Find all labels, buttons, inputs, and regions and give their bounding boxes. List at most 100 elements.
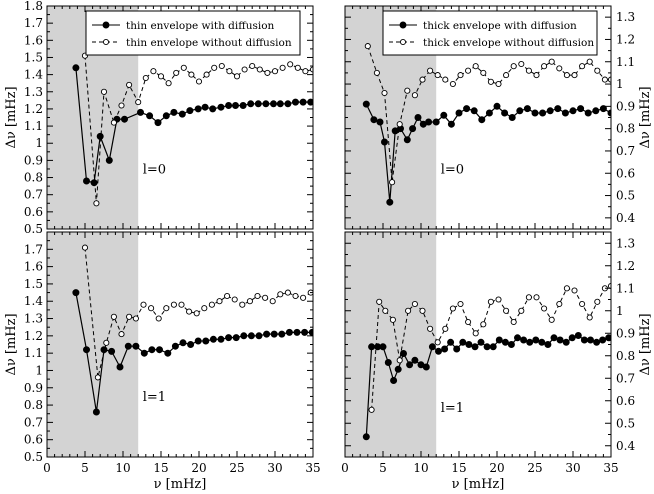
filled-marker [247, 100, 255, 108]
open-marker [518, 60, 525, 68]
filled-marker [587, 336, 594, 344]
legend-label: thick envelope with diffusion [423, 20, 577, 32]
filled-marker [285, 328, 293, 336]
legend: thin envelope with diffusion thin envelop… [85, 10, 301, 56]
open-marker [419, 307, 426, 314]
open-marker [364, 43, 371, 50]
open-marker [419, 76, 426, 83]
filled-marker [425, 118, 433, 126]
open-marker [142, 74, 149, 82]
filled-marker [299, 98, 307, 106]
open-marker [126, 313, 133, 320]
x-tick-label: 20 [489, 461, 504, 475]
open-marker [601, 76, 608, 83]
open-marker [292, 292, 299, 300]
filled-marker [186, 107, 194, 115]
filled-marker [441, 345, 449, 353]
x-axis-title: ν [mHz] [154, 477, 207, 492]
open-marker [607, 282, 611, 290]
open-marker [405, 307, 412, 314]
open-marker [472, 63, 479, 70]
filled-marker [599, 105, 607, 113]
open-marker [110, 313, 117, 320]
filled-marker [580, 336, 588, 344]
filled-marker [523, 105, 531, 113]
filled-marker [232, 334, 240, 342]
x-tick-label: 25 [229, 461, 244, 475]
open-marker [269, 298, 276, 305]
filled-marker [370, 116, 378, 124]
filled-marker [483, 343, 491, 351]
y-tick-label: 0.8 [616, 349, 635, 363]
y-tick-label: 0.4 [616, 439, 635, 453]
open-marker [294, 64, 301, 71]
open-marker [135, 99, 142, 106]
y-tick-label: 0.9 [616, 99, 635, 113]
open-marker [579, 300, 586, 308]
y-tick-label: 0.6 [616, 394, 635, 408]
x-tick-label: 5 [379, 461, 387, 475]
open-marker [480, 321, 487, 328]
open-marker [208, 301, 215, 308]
panel-top-left: 0.5 0.6 0.7 0.8 0.9 1 1.1 1.2 1.3 1.4 1.5 1.6 1.7 1.8… [4, 0, 314, 236]
y-tick-label: 1.5 [24, 277, 43, 291]
open-marker [233, 73, 241, 80]
open-marker [157, 73, 165, 80]
legend-box [382, 10, 598, 56]
open-marker [541, 305, 548, 312]
open-marker [503, 307, 510, 314]
y-tick-label: 0.5 [24, 222, 43, 236]
x-tick-label: 30 [565, 461, 580, 475]
filled-marker [225, 334, 233, 342]
filled-marker [607, 109, 611, 117]
open-marker [427, 325, 434, 332]
filled-marker [569, 107, 577, 115]
filled-marker [209, 105, 217, 113]
open-marker [262, 294, 269, 301]
y-tick-label: 0.4 [616, 211, 635, 225]
filled-marker [411, 356, 419, 364]
filled-marker [240, 332, 248, 340]
y-tick-label: 1 [616, 77, 624, 91]
filled-marker [471, 343, 479, 351]
y-tick-label: 1.8 [24, 0, 43, 13]
y-tick-label: 0.7 [24, 415, 43, 429]
filled-marker [284, 100, 292, 108]
open-marker [140, 301, 147, 308]
filled-marker [516, 107, 524, 115]
y-tick-label: 1.3 [24, 312, 43, 326]
open-marker [442, 325, 449, 332]
open-marker [100, 88, 108, 95]
y-tick-label: 0.9 [24, 381, 43, 395]
open-marker [373, 69, 380, 76]
open-marker [487, 298, 494, 305]
open-marker [541, 63, 548, 70]
filled-marker [422, 363, 430, 371]
y-tick-label: 0.5 [616, 189, 635, 203]
open-marker [180, 64, 187, 71]
legend-box [85, 10, 301, 56]
y-axis-title: Δν [mHz] [4, 313, 19, 375]
filled-marker [121, 115, 128, 123]
panel-label: l=1 [441, 401, 464, 416]
open-marker [548, 58, 555, 65]
open-marker [381, 89, 388, 97]
y-axis-title: Δν [mHz] [4, 86, 19, 148]
filled-marker [239, 102, 247, 109]
filled-marker [132, 342, 140, 350]
shaded-region [47, 232, 139, 457]
filled-marker [83, 346, 90, 354]
filled-marker [179, 339, 187, 347]
filled-marker [447, 120, 455, 128]
open-marker [510, 318, 517, 326]
filled-marker [90, 179, 98, 187]
open-marker [510, 63, 517, 70]
filled-marker [414, 114, 422, 121]
filled-marker [556, 336, 564, 344]
filled-marker [493, 102, 501, 110]
filled-marker [465, 341, 473, 348]
filled-marker [501, 109, 509, 117]
open-marker [126, 81, 133, 88]
y-tick-label: 1.3 [616, 236, 635, 250]
filled-marker [308, 328, 313, 336]
